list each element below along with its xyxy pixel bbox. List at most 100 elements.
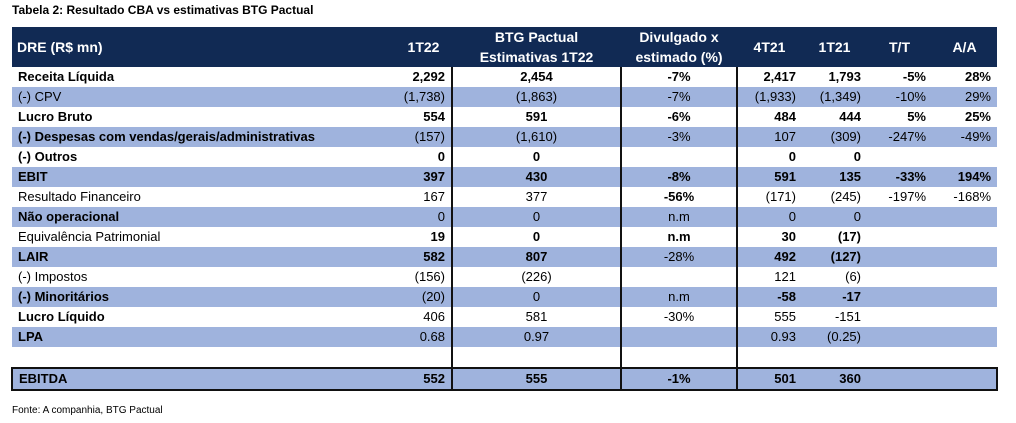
row-label: LAIR [18,249,49,264]
cell-aa: 25% [964,109,991,124]
cell-btg: 581 [452,307,622,327]
cell-tt [867,327,932,347]
cell-4t21: 30 [781,229,796,244]
cell-1t22: 2,292 [395,67,453,87]
cell-4t21: (171) [765,189,796,204]
cell-divulgado: n.m [621,287,738,307]
cell-tt [867,247,932,267]
table-row: (-) Impostos (156) (226) 121 (6) [12,267,997,287]
cell-btg: 0 [452,147,622,167]
header-divulgado-line1: Divulgado x [639,29,719,45]
cell-1t22: (1,738) [395,87,453,107]
row-label: (-) CPV [18,89,62,104]
header-4t21: 4T21 [753,39,786,55]
cell-aa [932,247,997,267]
header-divulgado-line2: estimado (%) [635,49,723,65]
cell-tt: -197% [888,189,926,204]
table-caption: Tabela 2: Resultado CBA vs estimativas B… [12,3,314,17]
cell-1t21: 360 [802,367,867,391]
header-btg-line2: Estimativas 1T22 [479,49,594,65]
cell-divulgado [621,327,738,347]
cell-btg: 377 [452,187,622,207]
cell-btg: 807 [452,247,622,267]
cell-1t21: 1,793 [828,69,861,84]
cell-btg: (226) [452,267,622,287]
cell-divulgado: -30% [621,307,738,327]
header-divulgado: Divulgado x estimado (%) [621,27,737,67]
cell-tt [867,367,932,391]
cell-1t22: 554 [395,107,453,127]
cell-divulgado: -7% [621,67,738,87]
cell-aa [932,307,997,327]
cell-1t21: (127) [830,249,861,264]
table-row: (-) Minoritários (20) 0 n.m -58 -17 [12,287,997,307]
cell-aa [932,227,997,247]
table-header-row: DRE (R$ mn) 1T22 BTG Pactual Estimativas… [12,27,997,67]
cell-1t22: 397 [395,167,453,187]
cell-4t21: 484 [774,109,796,124]
cell-divulgado: -56% [621,187,738,207]
cell-4t21: 501 [737,367,802,391]
cell-divulgado [621,267,738,287]
cell-tt [867,307,932,327]
cell-1t21: 135 [839,169,861,184]
table-row: Lucro Líquido 406 581 -30% 555 -151 [12,307,997,327]
cell-divulgado: -3% [621,127,738,147]
header-dre: DRE (R$ mn) [17,39,103,55]
spacer-row [12,347,997,368]
cell-tt [867,227,932,247]
cell-btg: 0 [452,207,622,227]
cell-1t22: 19 [395,227,453,247]
table-row: (-) Despesas com vendas/gerais/administr… [12,127,997,147]
cell-btg: 0.97 [452,327,622,347]
cell-1t22: 167 [395,187,453,207]
cell-divulgado: -28% [621,247,738,267]
cell-divulgado: n.m [621,207,738,227]
cell-4t21: 121 [774,269,796,284]
row-label: Resultado Financeiro [18,189,141,204]
cell-1t21: 0 [853,149,861,164]
table-row: LPA 0.68 0.97 0.93 (0.25) [12,327,997,347]
cell-4t21: -58 [777,289,796,304]
cell-1t22: (156) [395,267,453,287]
cell-btg: 0 [452,227,622,247]
cell-4t21: 0 [788,209,796,224]
cell-1t21: 0 [853,209,861,224]
cell-btg: 0 [452,287,622,307]
cell-4t21: 555 [774,309,796,324]
header-aa: A/A [952,39,977,55]
dre-table: DRE (R$ mn) 1T22 BTG Pactual Estimativas… [11,27,998,391]
cell-btg: 591 [452,107,622,127]
cell-1t21: (0.25) [827,329,861,344]
cell-1t22: 582 [395,247,453,267]
source-note: Fonte: A companhia, BTG Pactual [12,405,163,416]
cell-4t21: 0.93 [770,329,796,344]
cell-4t21: 0 [788,149,796,164]
cell-divulgado [621,147,738,167]
cell-tt [867,287,932,307]
cell-tt: 5% [907,109,926,124]
cell-btg: 555 [452,367,622,391]
cell-1t21: (245) [830,189,861,204]
cell-1t22: 0 [395,207,453,227]
cell-aa: 194% [957,169,991,184]
cell-4t21: 107 [774,129,796,144]
row-label: (-) Minoritários [18,289,109,304]
cell-1t22: 552 [395,367,453,391]
cell-4t21: (1,933) [754,89,796,104]
cell-divulgado: n.m [621,227,738,247]
table-body: Receita Líquida 2,292 2,454 -7% 2,417 1,… [11,67,998,391]
table-row: EBIT 397 430 -8% 591 135 -33% 194% [12,167,997,187]
cell-aa: -49% [960,129,991,144]
ebitda-row: EBITDA 552 555 -1% 501 360 [11,367,998,391]
cell-btg: (1,610) [452,127,622,147]
cell-4t21: 492 [774,249,796,264]
cell-1t21: 444 [839,109,861,124]
cell-1t21: (309) [830,129,861,144]
row-label: EBITDA [11,367,395,391]
table-row: (-) Outros 0 0 0 0 [12,147,997,167]
cell-aa [932,327,997,347]
cell-aa [932,367,998,391]
table-row: (-) CPV (1,738) (1,863) -7% (1,933) (1,3… [12,87,997,107]
cell-aa [932,147,997,167]
